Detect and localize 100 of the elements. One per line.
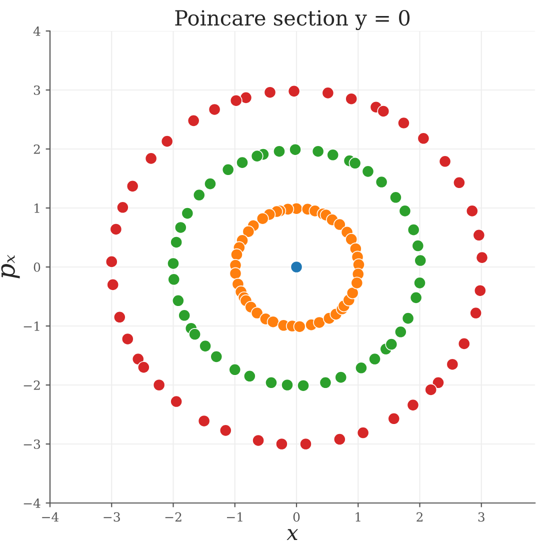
point — [290, 260, 303, 274]
x-tick-label: 1 — [356, 512, 360, 522]
point — [334, 371, 348, 384]
y-tick-label: 0 — [34, 262, 40, 272]
point — [230, 248, 243, 261]
y-tick-label: 2 — [34, 144, 40, 154]
y-tick-label: 3 — [34, 85, 40, 95]
point — [252, 434, 265, 447]
y-tick-label: −3 — [24, 439, 40, 449]
point — [297, 379, 310, 392]
point — [398, 204, 412, 218]
point — [345, 233, 358, 246]
point — [230, 94, 242, 107]
point — [385, 338, 398, 351]
point — [346, 286, 359, 300]
point — [240, 91, 252, 104]
point — [345, 92, 358, 106]
point — [356, 426, 370, 440]
point — [313, 316, 326, 329]
point — [228, 363, 242, 376]
point — [377, 105, 390, 118]
point — [388, 412, 400, 425]
point — [222, 163, 234, 176]
point — [333, 218, 346, 231]
point — [412, 240, 424, 252]
point — [466, 204, 478, 218]
point — [333, 433, 346, 446]
y-tick-label: 1 — [34, 203, 40, 213]
x-tick-label: −4 — [42, 512, 59, 522]
point — [264, 86, 276, 99]
point — [204, 178, 216, 190]
x-tick-label: 0 — [293, 512, 300, 522]
x-tick-label: 3 — [478, 512, 484, 522]
point — [105, 255, 118, 268]
point — [265, 376, 278, 389]
point — [394, 326, 407, 338]
point — [410, 291, 422, 304]
point — [354, 362, 368, 374]
y-tick-label: −4 — [24, 498, 40, 508]
point — [256, 212, 269, 225]
point — [188, 328, 202, 340]
x-axis-title: x — [286, 529, 298, 540]
point — [458, 337, 470, 350]
point — [160, 135, 174, 148]
point — [312, 145, 324, 158]
point — [414, 254, 427, 267]
point — [137, 361, 150, 374]
point — [210, 350, 223, 363]
point — [174, 221, 187, 234]
y-tick-label: 4 — [33, 26, 40, 36]
x-tick-label: 2 — [416, 512, 423, 522]
point — [414, 276, 426, 290]
point — [144, 152, 158, 165]
point — [300, 438, 312, 450]
y-tick-label: −2 — [24, 380, 40, 390]
point — [322, 86, 334, 100]
point — [326, 148, 340, 162]
point — [452, 176, 466, 189]
point — [368, 352, 381, 366]
chart-title: Poincare section y = 0 — [175, 10, 410, 30]
point — [275, 438, 288, 450]
point — [438, 155, 452, 168]
point — [242, 225, 255, 238]
x-tick-label: −2 — [165, 512, 182, 522]
point — [152, 378, 166, 392]
point — [446, 358, 459, 371]
x-tick-label: −3 — [104, 512, 120, 522]
point — [236, 156, 249, 169]
point — [432, 376, 444, 389]
point — [288, 84, 300, 98]
y-tick-label: −1 — [24, 321, 40, 331]
point — [187, 114, 200, 127]
point — [170, 236, 183, 248]
point — [199, 340, 212, 352]
point — [319, 376, 332, 389]
point — [266, 316, 280, 328]
point — [208, 103, 221, 116]
y-axis-title: pₓ — [1, 254, 20, 278]
point — [281, 378, 294, 392]
point — [289, 143, 302, 156]
point — [407, 224, 420, 236]
point — [121, 332, 134, 346]
point — [106, 278, 120, 291]
point — [181, 207, 194, 220]
point — [192, 188, 206, 202]
point — [178, 309, 191, 322]
x-tick-label: −1 — [226, 512, 242, 522]
point — [375, 176, 388, 188]
point — [110, 223, 122, 236]
point — [168, 273, 180, 286]
point — [243, 370, 256, 382]
point — [113, 310, 126, 324]
point — [348, 156, 362, 170]
point — [229, 267, 242, 280]
point — [474, 284, 486, 297]
point — [170, 395, 183, 408]
point — [470, 306, 482, 320]
point — [293, 320, 306, 333]
point — [167, 257, 180, 270]
point — [198, 414, 210, 428]
